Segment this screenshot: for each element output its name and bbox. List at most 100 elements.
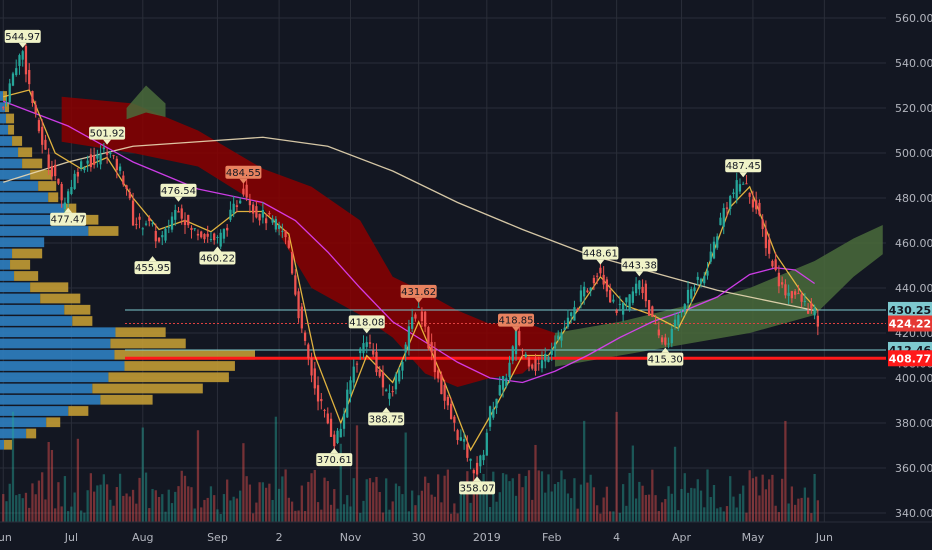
- volume-bar: [492, 471, 495, 522]
- candle-body: [589, 287, 592, 291]
- candle-body: [738, 184, 742, 192]
- candle-body: [511, 346, 514, 361]
- volume-profile-buy-bar: [0, 316, 73, 326]
- indicator-line: [3, 100, 815, 384]
- volume-bar: [170, 503, 174, 522]
- volume-bar: [518, 473, 521, 522]
- volume-profile-sell-bar: [14, 271, 39, 281]
- candle-body: [200, 231, 203, 238]
- candle-body: [300, 306, 303, 329]
- candle-body: [453, 416, 456, 423]
- candle-body: [813, 308, 816, 316]
- candle-body: [797, 293, 800, 295]
- ichimoku-cloud-area: [126, 85, 166, 120]
- candle-body: [793, 291, 797, 295]
- volume-bar: [385, 478, 388, 522]
- volume-bar: [248, 484, 252, 522]
- volume-bar: [24, 492, 28, 522]
- y-tick-label: 380.00: [895, 417, 932, 430]
- volume-bar: [411, 490, 414, 522]
- volume-profile-buy-bar: [0, 406, 69, 416]
- volume-bar: [196, 430, 200, 522]
- candle-body: [469, 458, 472, 461]
- candle-body: [456, 430, 459, 441]
- volume-bar: [469, 502, 472, 522]
- candle-body: [307, 344, 310, 359]
- candle-body: [498, 385, 501, 396]
- volume-bar: [790, 486, 794, 522]
- marker-box: [498, 313, 535, 327]
- x-tick-label: Jul: [64, 531, 78, 544]
- volume-bar: [508, 481, 511, 522]
- volume-bar: [41, 472, 44, 522]
- candle-body: [297, 291, 300, 319]
- volume-bar: [2, 494, 5, 522]
- volume-profile-buy-bar: [0, 428, 27, 439]
- volume-bar: [583, 420, 586, 522]
- candle-body: [641, 286, 644, 294]
- candle-body: [690, 289, 693, 299]
- volume-bar: [609, 511, 612, 522]
- volume-profile-buy-bar: [0, 338, 111, 349]
- volume-bar: [342, 504, 346, 522]
- volume-bar: [550, 491, 553, 522]
- candle-body: [333, 434, 336, 447]
- volume-bar: [67, 511, 70, 522]
- marker-label: 418.85: [499, 316, 534, 327]
- candle-body: [579, 290, 583, 302]
- marker-label: 370.61: [317, 455, 352, 466]
- candle-body: [660, 337, 664, 343]
- y-tick-label: 400.00: [895, 372, 932, 385]
- volume-profile-sell-bar: [78, 214, 99, 225]
- volume-profile-buy-bar: [0, 327, 116, 338]
- volume-bar: [21, 498, 24, 522]
- candle-body: [128, 192, 131, 199]
- marker-box: [647, 352, 684, 366]
- candle-body: [352, 366, 355, 383]
- candle-body: [118, 166, 122, 171]
- volume-bar: [37, 480, 41, 522]
- candle-body: [339, 428, 342, 438]
- candle-body: [664, 337, 667, 345]
- candle-body: [735, 180, 738, 199]
- volume-profile-buy-bar: [0, 113, 7, 124]
- volume-bar: [511, 478, 514, 522]
- candle-body: [73, 173, 76, 189]
- volume-bar: [148, 508, 151, 522]
- volume-bar: [355, 425, 359, 522]
- volume-bar: [235, 498, 239, 522]
- y-axis[interactable]: 340.00360.00380.00400.00420.00440.00460.…: [888, 12, 932, 520]
- marker-label: 443.38: [622, 260, 657, 271]
- candle-body: [550, 349, 553, 355]
- volume-bar: [252, 513, 255, 522]
- x-tick-label: Aug: [132, 531, 153, 544]
- volume-bar: [118, 473, 122, 522]
- candle-body: [281, 230, 284, 232]
- candle-body: [495, 398, 498, 408]
- volume-bar: [190, 487, 193, 522]
- volume-bar: [8, 483, 11, 522]
- volume-profile-sell-bar: [30, 282, 69, 293]
- volume-bar: [79, 510, 83, 522]
- candle-body: [372, 350, 375, 355]
- candle-body: [485, 432, 488, 456]
- candle-body: [742, 183, 745, 185]
- candle-body: [699, 278, 703, 284]
- x-axis[interactable]: Jun Jul Aug Sep 2 Nov 30 2019 Feb 4 Apr May Jun: [0, 521, 932, 544]
- candle-body: [313, 368, 316, 389]
- candle-body: [255, 206, 258, 218]
- volume-bar: [83, 512, 86, 522]
- indicator-line: [3, 89, 819, 452]
- volume-profile-buy-bar: [0, 181, 39, 191]
- candle-body: [63, 202, 67, 209]
- candle-body: [187, 214, 190, 226]
- volume-bar: [615, 411, 618, 522]
- candle-body: [232, 203, 235, 214]
- marker-pointer: [239, 178, 248, 184]
- volume-bar: [372, 482, 375, 522]
- candle-body: [719, 217, 722, 226]
- marker-box: [89, 126, 126, 140]
- candle-body: [245, 184, 248, 198]
- candle-body: [44, 139, 47, 150]
